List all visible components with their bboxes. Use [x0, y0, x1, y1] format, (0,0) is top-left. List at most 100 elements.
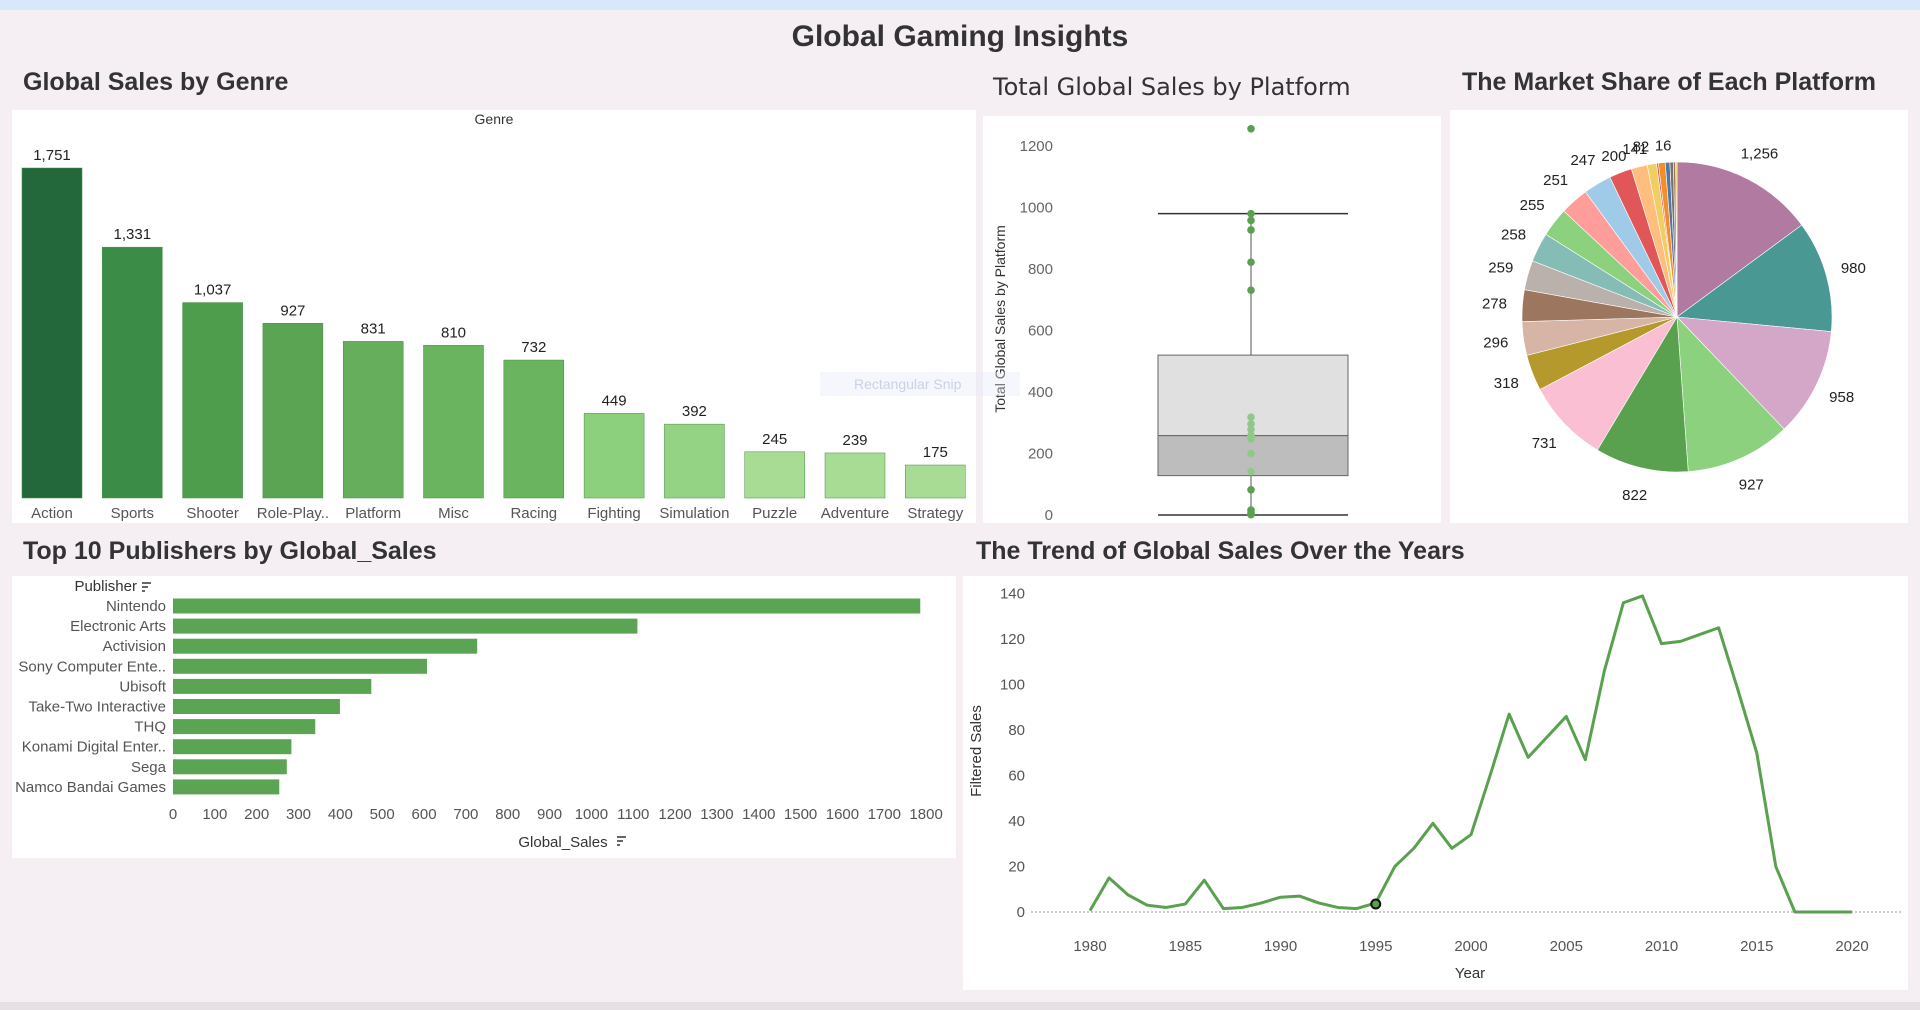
- publisher-label: Nintendo: [106, 598, 166, 615]
- genre-bar: [664, 423, 725, 499]
- publishers-x-tick: 1100: [617, 806, 649, 823]
- box-data-point: [1247, 226, 1255, 234]
- platform-box-section-title: Total Global Sales by Platform: [993, 73, 1351, 101]
- box-data-point: [1247, 420, 1255, 428]
- pie-slice-label: 255: [1520, 197, 1545, 214]
- pie-slice-label: 980: [1841, 260, 1866, 277]
- publisher-label: Namco Bandai Games: [15, 779, 166, 796]
- genre-axis-header: Genre: [475, 111, 514, 127]
- sort-icon: [142, 582, 151, 592]
- genre-category-label: Role-Play..: [257, 505, 329, 522]
- genre-category-label: Adventure: [821, 505, 889, 522]
- pie-slice-label: 16: [1655, 137, 1672, 154]
- trend-x-tick: 2010: [1645, 938, 1678, 955]
- genre-bar-chart: Genre 1,751 Action 1,331 Sports 1,037 Shooter 9…: [21, 111, 966, 522]
- genre-category-label: Misc: [438, 505, 469, 522]
- genre-category-label: Platform: [345, 505, 401, 522]
- box-data-point: [1247, 485, 1255, 494]
- pie-slice-label: 258: [1501, 227, 1526, 244]
- rectangular-snip-overlay[interactable]: Rectangular Snip: [820, 372, 1020, 396]
- genre-bar: [102, 246, 163, 499]
- platform-pie-panel: 1,256 980 958 927 822 731 318 296 278 259 258 255 25…: [1450, 110, 1908, 523]
- genre-bar-value: 831: [361, 320, 386, 337]
- trend-y-tick: 80: [1008, 722, 1025, 739]
- pie-slice-label: 927: [1739, 476, 1764, 493]
- publishers-x-tick: 1800: [909, 806, 942, 823]
- publishers-x-tick: 0: [169, 806, 177, 823]
- genre-bar: [423, 345, 484, 499]
- box-y-tick: 600: [1028, 323, 1053, 340]
- genre-chart-panel: Genre 1,751 Action 1,331 Sports 1,037 Shooter 9…: [12, 110, 976, 523]
- genre-bar-value: 1,331: [114, 226, 152, 243]
- genre-bar-value: 732: [521, 339, 546, 356]
- publishers-x-tick: 1700: [868, 806, 901, 823]
- publishers-x-tick: 1300: [700, 806, 733, 823]
- genre-bar-value: 392: [682, 403, 707, 420]
- publishers-bar-chart: Publisher Nintendo Electronic Arts Activisi…: [15, 578, 943, 851]
- trend-chart-panel: 0 20 40 60 80 100 120 140 1980 1985 1990 1995 2000 20…: [963, 576, 1908, 990]
- pie-slice: [1539, 316, 1678, 451]
- genre-bar-value: 927: [280, 302, 305, 319]
- box-data-point: [1247, 216, 1255, 225]
- publisher-label: Ubisoft: [119, 678, 167, 695]
- publishers-x-tick: 200: [244, 806, 269, 823]
- trend-y-tick: 0: [1017, 904, 1025, 921]
- box-y-tick: 400: [1028, 384, 1053, 401]
- trend-y-axis-label: Filtered Sales: [968, 705, 985, 797]
- pie-slice: [1676, 224, 1833, 332]
- trend-y-tick: 40: [1008, 813, 1025, 830]
- trend-y-tick: 100: [1000, 677, 1025, 694]
- publisher-label: Sega: [131, 759, 167, 776]
- publisher-bar: [173, 739, 292, 755]
- genre-category-label: Simulation: [659, 505, 729, 522]
- pie-slice-label: 82: [1633, 138, 1650, 155]
- pie-slice-label: 731: [1532, 435, 1557, 452]
- box-data-point: [1247, 124, 1255, 133]
- publisher-bar: [173, 779, 280, 795]
- pie-slice: [1676, 316, 1832, 430]
- trend-x-tick: 1985: [1169, 938, 1202, 955]
- trend-y-tick: 20: [1008, 859, 1025, 876]
- publisher-label: Electronic Arts: [70, 618, 166, 635]
- trend-x-axis-label: Year: [1455, 965, 1485, 982]
- pie-slice-label: 251: [1543, 172, 1568, 189]
- publishers-x-axis-label: Global_Sales: [518, 834, 607, 851]
- trend-x-tick: 2020: [1835, 938, 1868, 955]
- box-y-tick: 200: [1028, 446, 1053, 463]
- publisher-label: Konami Digital Enter..: [22, 739, 166, 756]
- pie-slice-label: 958: [1829, 389, 1854, 406]
- publisher-label: THQ: [134, 719, 166, 736]
- publishers-chart-panel: Publisher Nintendo Electronic Arts Activisi…: [12, 576, 956, 858]
- publishers-axis-header: Publisher: [74, 578, 137, 595]
- genre-category-label: Sports: [111, 505, 154, 522]
- box-data-point: [1247, 425, 1255, 434]
- genre-category-label: Puzzle: [752, 505, 797, 522]
- trend-section-title: The Trend of Global Sales Over the Years: [976, 537, 1465, 565]
- publishers-x-tick: 1400: [742, 806, 775, 823]
- pie-slice-label: 141: [1622, 141, 1647, 158]
- publishers-x-tick: 600: [412, 806, 437, 823]
- pie-slice-label: 296: [1483, 335, 1508, 352]
- publishers-x-tick: 1600: [826, 806, 859, 823]
- publishers-x-tick: 900: [537, 806, 562, 823]
- trend-series-line: [1088, 594, 1852, 914]
- genre-bar: [21, 167, 83, 499]
- top-strip: [0, 0, 1920, 10]
- genre-bar-value: 1,751: [33, 147, 71, 164]
- platform-box-panel: 0 200 400 600 800 1000 1200 Total Global Sales …: [983, 116, 1441, 524]
- genre-category-label: Shooter: [186, 505, 239, 522]
- pie-slice-label: 822: [1622, 487, 1647, 504]
- sort-icon: [617, 836, 626, 846]
- publishers-x-tick: 400: [328, 806, 353, 823]
- genre-bar-value: 1,037: [194, 282, 232, 299]
- box-y-tick: 800: [1028, 261, 1053, 278]
- publishers-x-tick: 1200: [658, 806, 691, 823]
- genre-bar-value: 245: [762, 431, 787, 448]
- publisher-label: Activision: [103, 638, 166, 655]
- trend-highlight-point: [1370, 898, 1382, 910]
- publishers-x-tick: 100: [202, 806, 227, 823]
- genre-bar: [905, 464, 966, 499]
- publisher-label: Take-Two Interactive: [28, 699, 166, 716]
- genre-bar: [342, 341, 404, 499]
- box-y-tick: 0: [1045, 507, 1053, 523]
